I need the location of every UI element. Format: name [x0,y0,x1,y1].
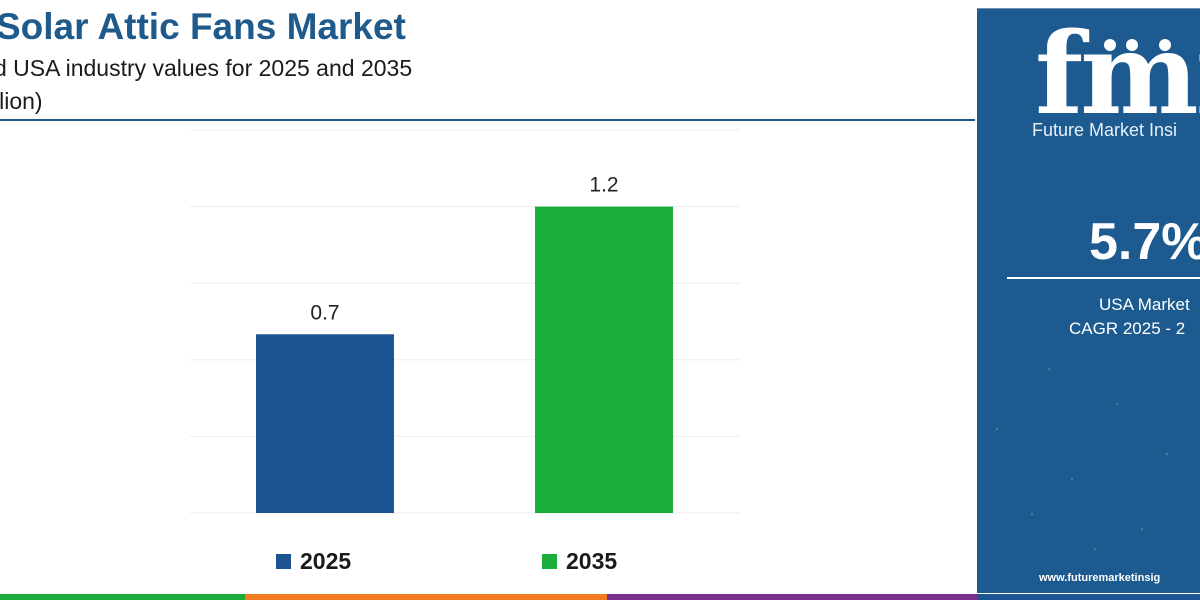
strip-segment-green [0,594,245,600]
strip-segment-blue [977,594,1200,600]
bottom-color-strip [0,594,1200,600]
website-link[interactable]: www.futuremarketinsig [1039,572,1161,584]
strip-segment-orange [245,594,607,600]
cagr-label-line-2: CAGR 2025 - 2 [1069,319,1186,338]
legend-swatch-2025 [276,554,291,569]
panel-texture [995,36,1174,551]
bar-chart: 0.7 1.2 2025 2035 [190,129,740,574]
header-divider [0,119,975,121]
subtitle-line-2: llion) [0,88,43,114]
panel-divider [1007,277,1200,279]
data-label-2035: 1.2 [589,174,618,197]
legend-label-2025: 2025 [300,548,351,574]
cagr-value: 5.7% [1089,213,1200,271]
data-label-2025: 0.7 [310,301,339,324]
bar-2025 [256,334,394,513]
chart-subtitle: d USA industry values for 2025 and 2035 … [0,52,412,118]
chart-title: Solar Attic Fans Market [0,6,406,47]
side-panel: fmi Future Market Insi 5.7% USA Market C… [977,8,1200,593]
fmi-logo: fmi [1035,9,1200,140]
legend-label-2035: 2035 [566,548,617,574]
subtitle-line-1: d USA industry values for 2025 and 2035 [0,55,413,81]
strip-segment-purple [607,594,977,600]
bar-2035 [535,206,673,513]
legend-swatch-2035 [542,554,557,569]
logo-subtitle: Future Market Insi [1032,120,1178,140]
cagr-label-line-1: USA Market [1099,295,1190,314]
